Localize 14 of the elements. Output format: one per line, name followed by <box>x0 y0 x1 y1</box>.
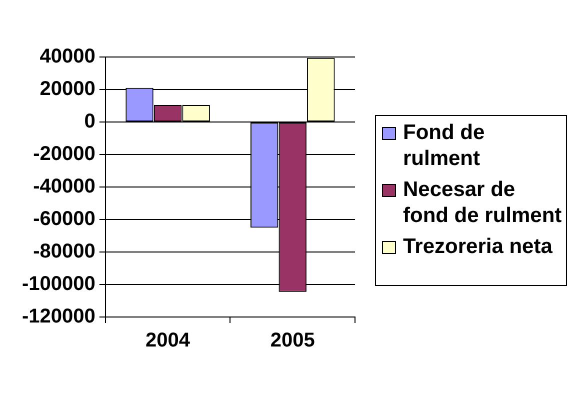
legend-label: Fond de rulment <box>403 120 486 172</box>
y-tick-label: -100000 <box>22 273 96 296</box>
y-tick-label: -80000 <box>33 240 96 263</box>
y-tick-label: -20000 <box>33 143 96 166</box>
y-tick-label: 40000 <box>40 46 96 68</box>
legend-label: Necesar de fond de rulment <box>403 177 563 229</box>
x-tick-label: 2004 <box>146 330 191 352</box>
y-tick-label: -120000 <box>22 306 96 328</box>
x-tick-label: 2005 <box>270 330 315 352</box>
y-tick-label: 0 <box>84 110 96 133</box>
legend-label: Trezoreria neta <box>403 234 554 260</box>
y-tick-label: -40000 <box>33 176 96 198</box>
y-tick-label: 20000 <box>40 78 96 100</box>
y-tick-label: -60000 <box>33 208 96 230</box>
